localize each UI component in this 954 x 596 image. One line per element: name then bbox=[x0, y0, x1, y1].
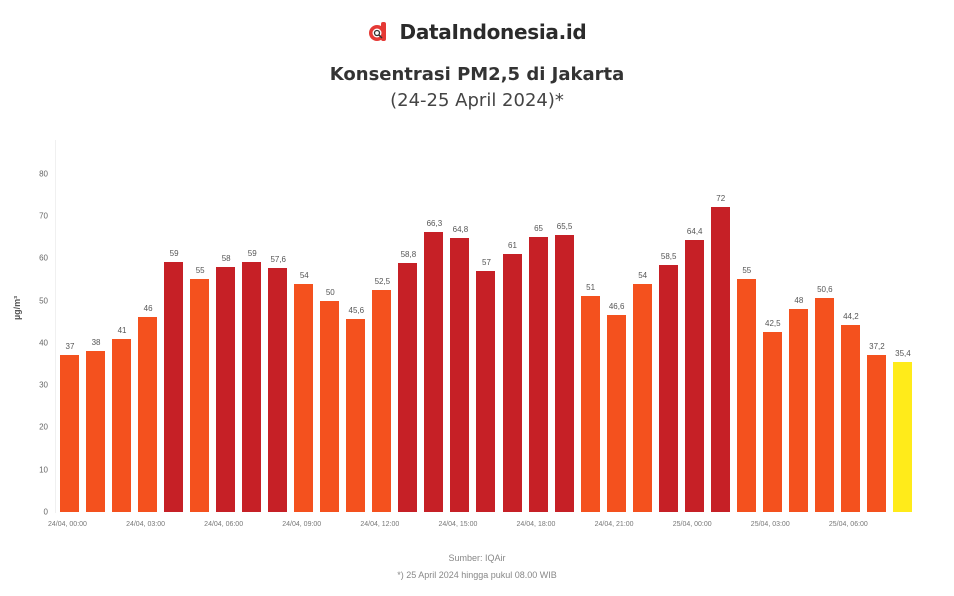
bar-value-label: 64,8 bbox=[452, 224, 469, 234]
y-tick-label: 0 bbox=[43, 507, 48, 517]
bar-value-label: 42,5 bbox=[765, 319, 781, 329]
bar-value-label: 61 bbox=[508, 240, 517, 250]
source-note: Sumber: IQAir bbox=[448, 553, 506, 563]
x-tick-label: 24/04, 21:00 bbox=[594, 521, 634, 528]
x-tick-label: 24/04, 15:00 bbox=[438, 521, 478, 528]
x-tick-label: 24/04, 12:00 bbox=[360, 521, 400, 528]
bar-value-label: 48 bbox=[794, 295, 804, 305]
bar bbox=[814, 297, 834, 512]
brand-header: DataIndonesia.id bbox=[0, 20, 954, 44]
bar bbox=[320, 300, 340, 512]
bar-value-label: 37,2 bbox=[869, 341, 885, 351]
footnote: *) 25 April 2024 hingga pukul 08.00 WIB bbox=[397, 570, 557, 580]
y-tick-label: 70 bbox=[39, 211, 48, 221]
bar bbox=[840, 325, 860, 512]
bar bbox=[190, 279, 210, 512]
y-tick-label: 40 bbox=[39, 338, 48, 348]
bar bbox=[554, 234, 574, 512]
bar bbox=[242, 262, 262, 512]
bar-value-label: 52,5 bbox=[374, 276, 391, 286]
bar-value-label: 50,6 bbox=[817, 284, 833, 294]
bar bbox=[398, 263, 418, 512]
bar bbox=[710, 207, 730, 512]
chart-subtitle: (24-25 April 2024)* bbox=[390, 90, 564, 111]
bar bbox=[632, 283, 652, 512]
y-tick-label: 10 bbox=[39, 465, 48, 475]
x-tick-label: 24/04, 03:00 bbox=[126, 521, 166, 528]
x-tick-label: 24/04, 09:00 bbox=[282, 521, 322, 528]
bar-value-label: 64,4 bbox=[686, 226, 703, 236]
bar-value-label: 44,2 bbox=[843, 312, 859, 322]
bar-value-label: 59 bbox=[247, 249, 257, 259]
bar-value-label: 54 bbox=[299, 270, 309, 280]
x-tick-label: 24/04, 00:00 bbox=[48, 521, 87, 528]
bar-value-label: 65 bbox=[534, 224, 543, 234]
brand-name: DataIndonesia.id bbox=[399, 20, 587, 44]
y-tick-label: 30 bbox=[39, 380, 48, 390]
bar bbox=[216, 266, 236, 512]
bar bbox=[502, 253, 522, 512]
bar bbox=[580, 296, 600, 512]
bar-value-label: 59 bbox=[169, 249, 179, 259]
bar-value-label: 38 bbox=[91, 338, 101, 348]
bar-value-label: 55 bbox=[195, 266, 205, 276]
bar bbox=[346, 319, 366, 512]
y-tick-label: 80 bbox=[39, 169, 48, 179]
bar bbox=[528, 237, 548, 512]
bar-value-label: 45,6 bbox=[348, 306, 365, 316]
bar-value-label: 72 bbox=[716, 194, 726, 204]
bar bbox=[450, 237, 470, 512]
bar-value-label: 37 bbox=[65, 342, 75, 352]
bar-value-label: 35,4 bbox=[895, 349, 911, 359]
bar bbox=[86, 351, 106, 512]
bar bbox=[606, 314, 626, 512]
bar bbox=[268, 268, 288, 512]
d-magnifier-logo-icon bbox=[368, 21, 390, 43]
x-tick-label: 25/04, 00:00 bbox=[672, 521, 712, 528]
bar bbox=[736, 279, 756, 512]
bar bbox=[866, 354, 886, 512]
bar bbox=[372, 289, 392, 512]
bar-value-label: 46 bbox=[143, 304, 153, 314]
bar bbox=[60, 355, 79, 512]
chart-title: Konsentrasi PM2,5 di Jakarta bbox=[329, 64, 625, 85]
bar bbox=[294, 283, 314, 512]
bar bbox=[112, 338, 132, 512]
x-tick-label: 25/04, 06:00 bbox=[828, 521, 868, 528]
bar bbox=[476, 270, 496, 512]
bar-value-label: 50 bbox=[325, 287, 335, 297]
y-tick-label: 20 bbox=[39, 422, 48, 432]
y-tick-label: 60 bbox=[39, 253, 48, 263]
bar-value-label: 41 bbox=[117, 325, 127, 335]
y-tick-label: 50 bbox=[39, 296, 48, 305]
bar-value-label: 58,5 bbox=[660, 251, 677, 261]
bar bbox=[892, 362, 912, 512]
bar bbox=[164, 262, 184, 512]
x-tick-label: 25/04, 03:00 bbox=[750, 521, 790, 528]
bar-value-label: 65,5 bbox=[556, 221, 573, 231]
bar-value-label: 54 bbox=[638, 270, 648, 280]
bar-value-label: 55 bbox=[742, 266, 752, 276]
bar-value-label: 51 bbox=[586, 283, 596, 293]
bar-value-label: 57 bbox=[482, 257, 491, 267]
y-axis-line bbox=[55, 140, 56, 513]
bar-value-label: 58,8 bbox=[400, 250, 417, 260]
bar-value-label: 58 bbox=[221, 253, 231, 263]
y-axis-label: µg/m³ bbox=[12, 295, 22, 320]
x-tick-label: 24/04, 06:00 bbox=[204, 521, 244, 528]
bar-value-label: 57,6 bbox=[270, 255, 287, 265]
bar bbox=[658, 264, 678, 512]
bar bbox=[138, 317, 158, 512]
x-tick-label: 24/04, 18:00 bbox=[516, 521, 556, 528]
bar bbox=[424, 231, 444, 512]
bar bbox=[684, 239, 704, 512]
bar bbox=[788, 308, 808, 512]
bar-value-label: 46,6 bbox=[608, 301, 625, 311]
bar-value-label: 66,3 bbox=[426, 218, 443, 228]
bar bbox=[762, 332, 782, 512]
